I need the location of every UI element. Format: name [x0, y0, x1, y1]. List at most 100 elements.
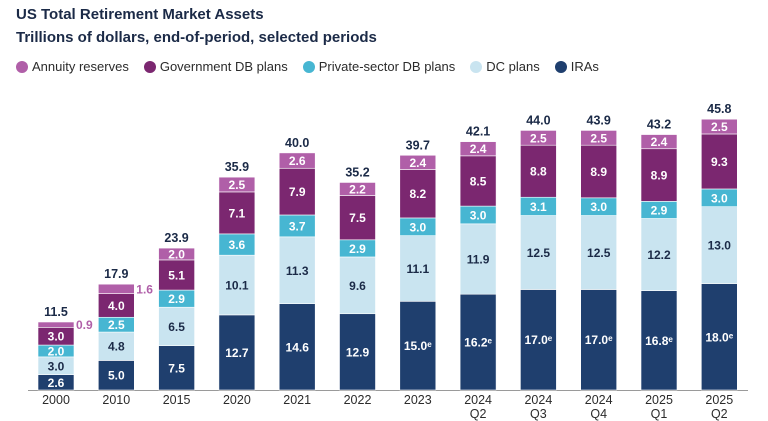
- legend-item-annuity-reserves: Annuity reserves: [16, 59, 129, 74]
- x-tick-label: 2022: [344, 393, 372, 407]
- data-label-annuity-reserves: 2.6: [289, 154, 306, 168]
- x-tick-label: 2000: [42, 393, 70, 407]
- bar-segment-annuity-reserves: [520, 130, 557, 146]
- bar-segment-dc-plans: [339, 256, 376, 315]
- data-label-government-db-plans: 7.5: [349, 211, 366, 225]
- x-tick-label: 2024: [585, 393, 613, 407]
- x-tick-label: 2010: [102, 393, 130, 407]
- data-label-government-db-plans: 8.9: [651, 169, 668, 183]
- bar-segment-annuity-reserves: [37, 321, 75, 328]
- bar-segment-government-db-plans: [640, 148, 678, 202]
- bar-segment-iras: [339, 313, 376, 391]
- data-label-government-db-plans: 8.5: [470, 174, 487, 188]
- total-label: 40.0: [285, 136, 309, 150]
- bar-segment-iras: [640, 290, 678, 391]
- data-label-government-db-plans: 7.9: [289, 185, 306, 199]
- bar-segment-annuity-reserves: [218, 176, 256, 193]
- x-tick-label: 2025: [645, 393, 673, 407]
- data-label-private-sector-db-plans: 3.0: [409, 220, 426, 234]
- x-tick-label: Q2: [711, 407, 728, 421]
- legend-swatch-iras: [554, 60, 567, 73]
- bar-segment-dc-plans: [580, 215, 618, 290]
- data-label-dc-plans: 4.8: [108, 340, 125, 354]
- bar-segment-government-db-plans: [520, 144, 557, 198]
- data-label-government-db-plans: 4.0: [108, 299, 125, 313]
- bar-segment-dc-plans: [98, 331, 135, 361]
- data-label-government-db-plans: 8.8: [530, 165, 547, 179]
- data-label-iras: 15.0ᵉ: [404, 339, 432, 353]
- data-label-iras: 5.0: [108, 369, 125, 383]
- bar-segment-dc-plans: [158, 306, 195, 346]
- legend-item-dc-plans: DC plans: [470, 59, 540, 74]
- bar-segment-government-db-plans: [218, 191, 256, 235]
- data-label-dc-plans: 13.0: [708, 239, 732, 253]
- data-label-dc-plans: 11.9: [467, 253, 490, 267]
- data-label-iras: 12.7: [225, 346, 249, 360]
- bar-segment-government-db-plans: [399, 169, 437, 219]
- x-tick-label: Q1: [651, 407, 668, 421]
- data-label-annuity-reserves: 2.5: [590, 131, 607, 145]
- data-label-annuity-reserves: 1.6: [136, 282, 153, 296]
- legend-swatch-dc-plans: [470, 60, 483, 73]
- data-label-private-sector-db-plans: 2.9: [349, 242, 366, 256]
- total-label: 23.9: [164, 231, 188, 245]
- data-label-iras: 14.6: [286, 340, 310, 354]
- data-label-private-sector-db-plans: 2.5: [108, 318, 125, 332]
- bar-segment-dc-plans: [700, 206, 738, 284]
- data-label-private-sector-db-plans: 3.0: [590, 200, 607, 214]
- bar-segment-government-db-plans: [339, 195, 376, 241]
- total-label: 44.0: [526, 113, 550, 127]
- data-label-government-db-plans: 9.3: [711, 155, 728, 169]
- legend-swatch-government-db-plans: [143, 60, 156, 73]
- chart-legend: Annuity reserves Government DB plans Priva…: [16, 59, 614, 74]
- total-label: 43.9: [587, 113, 611, 127]
- total-label: 45.8: [707, 102, 731, 116]
- legend-label-private-sector-db-plans: Private-sector DB plans: [318, 59, 456, 74]
- data-label-private-sector-db-plans: 3.0: [470, 208, 487, 222]
- data-label-iras: 17.0ᵉ: [524, 333, 552, 347]
- data-label-annuity-reserves: 2.5: [711, 120, 728, 134]
- data-label-government-db-plans: 8.2: [409, 187, 426, 201]
- chart-title: US Total Retirement Market Assets: [16, 6, 264, 23]
- data-label-private-sector-db-plans: 3.0: [711, 191, 728, 205]
- total-label: 35.9: [225, 160, 249, 174]
- bar-segment-iras: [278, 303, 316, 391]
- legend-label-annuity-reserves: Annuity reserves: [32, 59, 129, 74]
- data-label-iras: 16.8ᵉ: [645, 334, 673, 348]
- legend-label-dc-plans: DC plans: [486, 59, 540, 74]
- data-label-government-db-plans: 7.1: [229, 206, 246, 220]
- bar-segment-iras: [399, 301, 437, 391]
- x-tick-label: 2024: [524, 393, 552, 407]
- data-label-private-sector-db-plans: 3.7: [289, 219, 306, 233]
- legend-swatch-private-sector-db-plans: [302, 60, 315, 73]
- total-label: 35.2: [345, 165, 369, 179]
- x-tick-label: 2015: [163, 393, 191, 407]
- data-label-iras: 17.0ᵉ: [585, 333, 613, 347]
- data-label-iras: 16.2ᵉ: [464, 336, 492, 350]
- bar-segment-dc-plans: [459, 223, 497, 295]
- bar-segment-annuity-reserves: [98, 283, 135, 294]
- total-label: 39.7: [406, 138, 430, 152]
- data-label-annuity-reserves: 2.5: [229, 178, 246, 192]
- total-label: 43.2: [647, 118, 671, 132]
- bar-segment-annuity-reserves: [640, 134, 678, 150]
- legend-swatch-annuity-reserves: [16, 60, 28, 73]
- x-tick-label: 2020: [223, 393, 251, 407]
- legend-item-government-db-plans: Government DB plans: [143, 59, 288, 74]
- bar-segment-iras: [158, 345, 195, 391]
- x-tick-label: 2021: [283, 393, 311, 407]
- bar-segment-annuity-reserves: [339, 182, 376, 196]
- data-label-government-db-plans: 8.9: [590, 165, 607, 179]
- bar-segment-annuity-reserves: [700, 118, 738, 135]
- bar-segment-annuity-reserves: [158, 247, 195, 261]
- data-label-annuity-reserves: 2.4: [470, 142, 487, 156]
- bar-segment-iras: [700, 283, 738, 391]
- data-label-annuity-reserves: 2.5: [530, 131, 547, 145]
- data-label-government-db-plans: 5.1: [168, 268, 185, 282]
- data-label-annuity-reserves: 2.2: [349, 182, 366, 196]
- data-label-annuity-reserves: 2.0: [168, 248, 185, 262]
- data-label-private-sector-db-plans: 3.1: [530, 200, 547, 214]
- bar-segment-dc-plans: [520, 215, 557, 290]
- data-label-private-sector-db-plans: 3.6: [229, 238, 246, 252]
- bar-segment-annuity-reserves: [459, 141, 497, 157]
